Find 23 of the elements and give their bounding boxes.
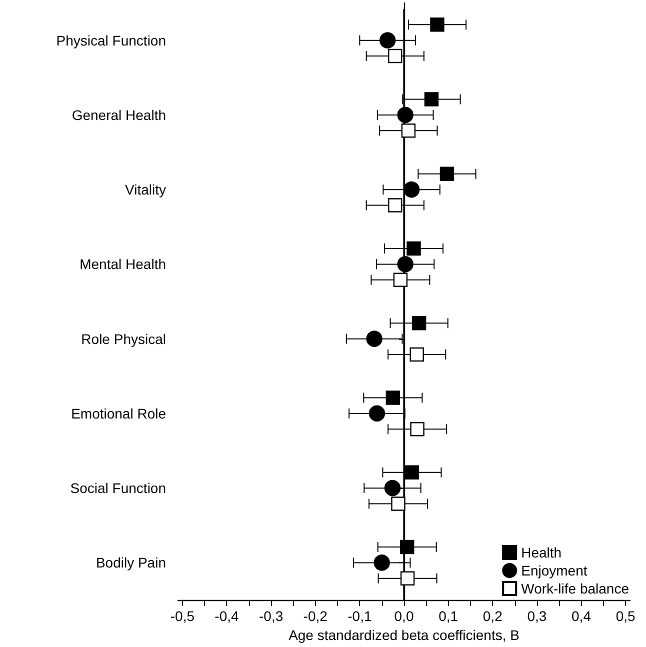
y-tick-label: Role Physical [81,330,166,347]
y-tick-label: Mental Health [80,256,166,272]
legend-label: Work-life balance [521,580,630,596]
x-tick-label: 0,1 [438,608,458,624]
y-tick-label: Vitality [125,182,166,198]
x-tick-label: -0,3 [258,608,284,624]
x-tick-label: -0,5 [170,608,195,624]
x-tick-label: 0,2 [482,608,503,624]
x-tick-label: 0,0 [394,608,414,624]
legend-label: Health [521,544,562,560]
x-tick-label: -0,4 [214,608,240,624]
legend-label: Enjoyment [521,562,588,578]
x-tick-label: -0,2 [303,608,328,624]
x-tick-label: 0,4 [572,608,592,624]
x-axis-title: Age standardized beta coefficients, B [288,627,520,643]
y-tick-label: Emotional Role [71,405,166,422]
y-tick-label: Social Function [70,480,166,496]
y-tick-label: Physical Function [56,32,166,48]
y-tick-label: General Health [72,106,166,123]
x-tick-label: 0,3 [527,608,547,624]
x-tick-label: 0,5 [616,608,636,624]
y-tick-label: Bodily Pain [96,554,166,571]
x-tick-label: -0,1 [348,608,372,624]
